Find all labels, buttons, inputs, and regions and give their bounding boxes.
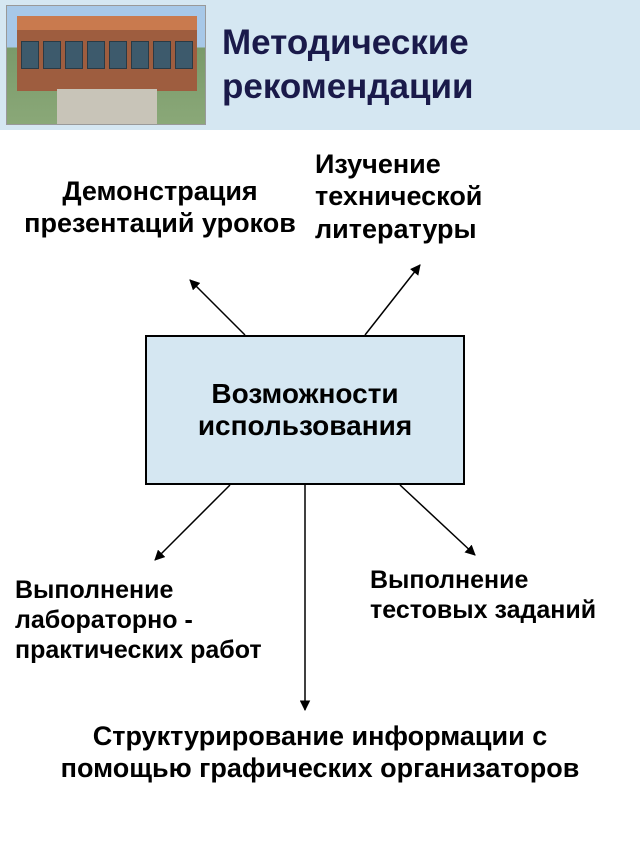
center-node: Возможности использования	[145, 335, 465, 485]
header-photo	[6, 5, 206, 125]
header: Методические рекомендации	[0, 0, 640, 130]
center-node-label: Возможности использования	[147, 378, 463, 442]
label-top-right: Изучение технической литературы	[315, 148, 615, 245]
label-bot-left: Выполнение лабораторно - практических ра…	[15, 575, 335, 665]
label-bot-right: Выполнение тестовых заданий	[370, 565, 620, 625]
diagram-canvas: Возможности использования Демонстрация п…	[0, 130, 640, 853]
label-bottom: Структурирование информации с помощью гр…	[30, 720, 610, 785]
page-title: Методические рекомендации	[212, 0, 640, 130]
label-top-left: Демонстрация презентаций уроков	[15, 175, 305, 240]
